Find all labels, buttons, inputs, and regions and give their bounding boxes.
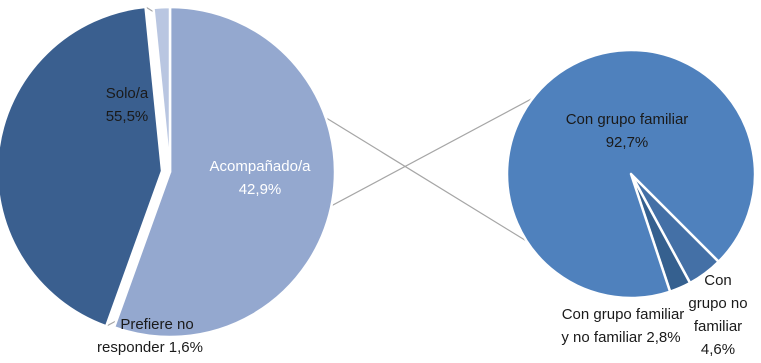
main-pie-slice-prefiere-no-responder [152, 5, 172, 174]
label-solo-value: 55,5% [106, 108, 149, 125]
label-nofamiliar-line2: grupo no [688, 295, 747, 312]
label-nofamiliar-line1: Con [704, 272, 732, 289]
slice-labels: Solo/a 55,5% Acompañado/a 42,9% Prefiere… [97, 85, 748, 358]
label-familiar-value: 92,7% [606, 134, 649, 151]
label-familiar-name: Con grupo familiar [566, 111, 689, 128]
label-prefiere-value: responder 1,6% [97, 339, 203, 356]
main-pie [0, 5, 337, 339]
label-solo-name: Solo/a [106, 85, 149, 102]
label-mixto-name: Con grupo familiar [562, 306, 685, 323]
secondary-pie [505, 48, 757, 300]
label-acompanado-name: Acompañado/a [210, 158, 312, 175]
main-pie-slice-solo-a [112, 5, 337, 339]
label-acompanado-value: 42,9% [239, 181, 282, 198]
label-mixto-value: y no familiar 2,8% [561, 329, 680, 346]
label-nofamiliar-line3: familiar [694, 318, 742, 335]
label-nofamiliar-value: 4,6% [701, 341, 735, 358]
secondary-pie-slice-con-grupo-familiar [505, 48, 757, 300]
main-pie-slice-acompanado-a [0, 5, 164, 328]
label-prefiere-name: Prefiere no [120, 316, 193, 333]
